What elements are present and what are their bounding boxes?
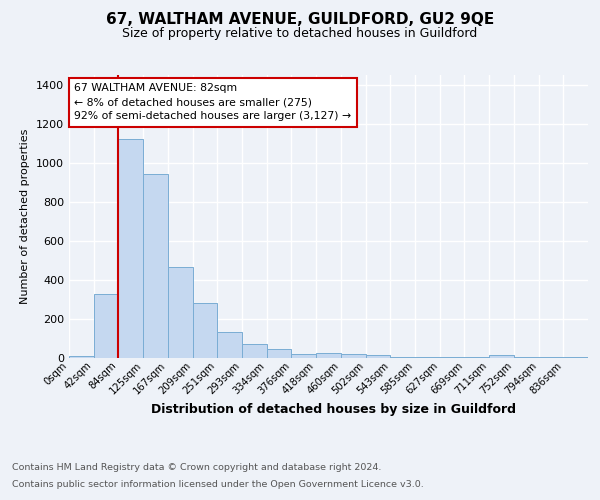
Bar — [193, 303, 217, 358]
Text: Contains HM Land Registry data © Crown copyright and database right 2024.: Contains HM Land Registry data © Crown c… — [12, 462, 382, 471]
Bar — [341, 354, 365, 358]
Text: 67, WALTHAM AVENUE, GUILDFORD, GU2 9QE: 67, WALTHAM AVENUE, GUILDFORD, GU2 9QE — [106, 12, 494, 28]
Bar — [390, 357, 415, 358]
Text: 67 WALTHAM AVENUE: 82sqm
← 8% of detached houses are smaller (275)
92% of semi-d: 67 WALTHAM AVENUE: 82sqm ← 8% of detache… — [74, 84, 352, 122]
Bar — [94, 294, 118, 358]
Bar — [242, 344, 267, 358]
Bar — [316, 353, 341, 358]
Bar — [267, 348, 292, 358]
Bar — [415, 357, 440, 358]
Bar — [292, 354, 316, 358]
Bar — [69, 356, 94, 358]
Bar — [489, 355, 514, 358]
Y-axis label: Number of detached properties: Number of detached properties — [20, 128, 31, 304]
Text: Distribution of detached houses by size in Guildford: Distribution of detached houses by size … — [151, 402, 515, 415]
Text: Size of property relative to detached houses in Guildford: Size of property relative to detached ho… — [122, 28, 478, 40]
Bar — [464, 357, 489, 358]
Bar — [365, 354, 390, 358]
Bar — [118, 140, 143, 358]
Bar — [440, 357, 464, 358]
Text: Contains public sector information licensed under the Open Government Licence v3: Contains public sector information licen… — [12, 480, 424, 489]
Bar — [217, 332, 242, 357]
Bar — [168, 267, 193, 358]
Bar — [143, 174, 168, 358]
